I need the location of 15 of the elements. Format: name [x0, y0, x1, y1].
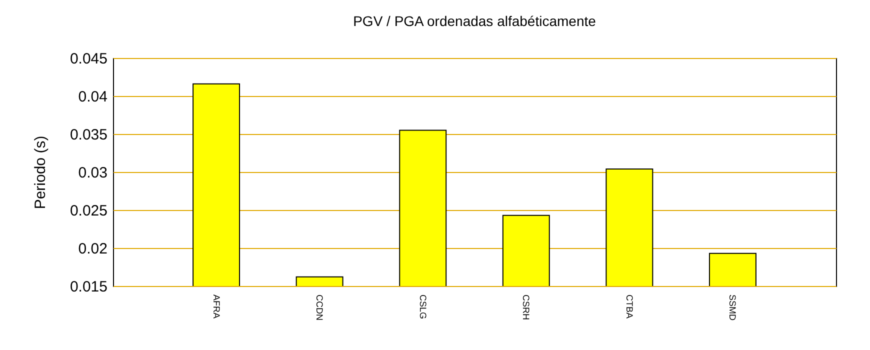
x-tick-label: CSLG — [418, 294, 428, 320]
x-tick-label: AFRA — [211, 294, 222, 319]
y-tick-label: 0.035 — [70, 126, 108, 144]
y-tick-label: 0.045 — [70, 50, 108, 68]
y-tick-label: 0.04 — [78, 88, 108, 106]
x-tick-label: CTBA — [624, 294, 634, 319]
x-tick-label: CSRH — [521, 294, 532, 320]
x-tick-label: CCDN — [314, 294, 325, 320]
y-tick-label: 0.025 — [70, 202, 108, 220]
y-tick-label: 0.03 — [78, 164, 108, 182]
y-axis-title: Periodo (s) — [32, 136, 49, 210]
y-tick-label: 0.02 — [78, 240, 108, 258]
y-tick-label: 0.015 — [70, 278, 108, 296]
x-tick-label: SSMD — [728, 294, 738, 322]
chart-title: PGV / PGA ordenadas alfabéticamente — [353, 13, 596, 29]
